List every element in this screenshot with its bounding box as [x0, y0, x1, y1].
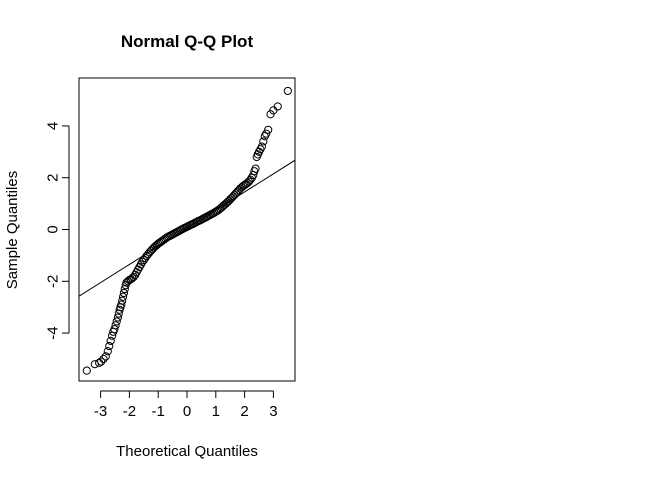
data-point [283, 86, 292, 96]
y-axis-label: Sample Quantiles [4, 171, 21, 289]
data-point [110, 325, 119, 334]
data-point [129, 272, 138, 281]
data-points-group [82, 86, 292, 375]
x-axis: -3 -2 -1 0 1 2 3 [94, 390, 278, 420]
data-point [273, 102, 282, 111]
x-tick-label: -2 [123, 403, 136, 420]
plot-frame [78, 77, 296, 382]
data-point [126, 275, 135, 284]
data-point [117, 300, 126, 309]
x-axis-label: Theoretical Quantiles [116, 443, 258, 460]
data-point [119, 288, 129, 298]
chart-title: Normal Q-Q Plot [121, 32, 254, 51]
data-point [221, 199, 230, 208]
data-point [262, 129, 271, 138]
data-point [99, 354, 108, 364]
x-tick-label: 3 [269, 403, 277, 420]
data-point [257, 142, 266, 151]
y-tick-label: 0 [45, 225, 62, 233]
x-tick-label: 0 [183, 403, 191, 420]
data-point [82, 366, 91, 375]
data-point [97, 357, 106, 366]
data-point [118, 292, 128, 301]
data-point [118, 296, 127, 305]
x-tick-label: 1 [212, 403, 220, 420]
data-point [106, 336, 115, 345]
data-point [139, 255, 148, 265]
y-tick-label: -4 [45, 326, 62, 339]
data-point [101, 352, 110, 361]
x-tick-label: -1 [152, 403, 165, 420]
data-point [234, 186, 243, 195]
data-point [264, 125, 273, 134]
data-point [259, 137, 268, 146]
data-point [111, 321, 120, 330]
y-tick-label: 4 [45, 122, 62, 130]
data-point [251, 164, 260, 173]
data-point [223, 198, 232, 207]
data-point [112, 317, 121, 326]
y-axis: -4 -2 0 2 4 [45, 122, 70, 340]
data-point [148, 245, 157, 254]
x-tick-label: 2 [240, 403, 248, 420]
data-point [113, 313, 122, 322]
data-point [246, 175, 255, 184]
y-tick-label: -2 [45, 275, 62, 288]
x-tick-label: -3 [94, 403, 107, 420]
data-point [105, 341, 114, 351]
data-point [241, 179, 251, 189]
data-point [103, 347, 112, 356]
y-tick-label: 2 [45, 174, 62, 182]
